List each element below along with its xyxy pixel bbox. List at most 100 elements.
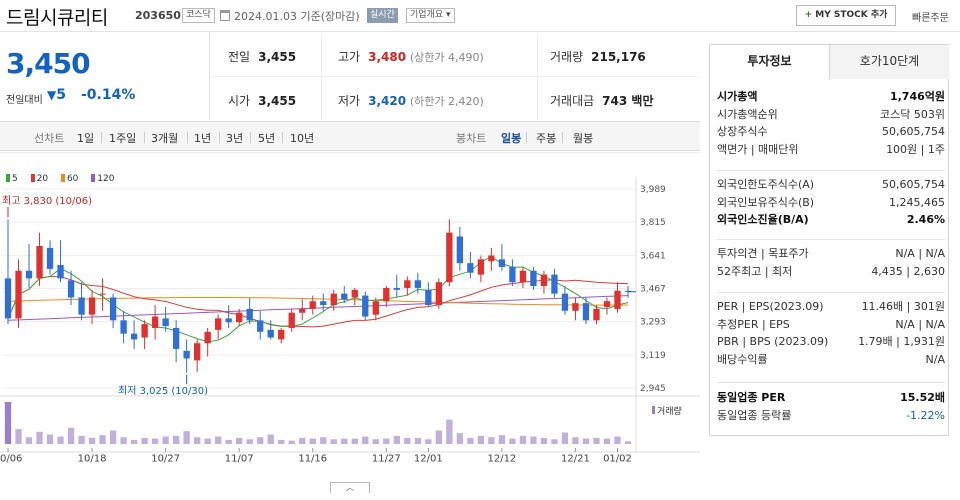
candle[interactable] xyxy=(351,289,358,298)
candle[interactable] xyxy=(393,287,400,290)
candle[interactable] xyxy=(99,293,106,295)
company-overview-dropdown[interactable]: 기업개요 ▾ xyxy=(406,8,455,23)
tab-invest-info[interactable]: 투자정보 xyxy=(710,45,830,79)
candle[interactable] xyxy=(362,295,369,317)
candle[interactable] xyxy=(36,245,43,279)
tab-line-chart[interactable]: 선차트 xyxy=(34,132,65,145)
volume-bar xyxy=(172,435,180,444)
candle[interactable] xyxy=(540,274,548,287)
candle[interactable] xyxy=(404,280,411,288)
candle[interactable] xyxy=(561,293,569,311)
candle[interactable] xyxy=(467,263,474,273)
candle[interactable] xyxy=(288,312,295,328)
candle[interactable] xyxy=(257,320,264,332)
candle[interactable] xyxy=(614,290,621,309)
invest-info-panel: 투자정보 호가10단계 시가총액 1,746억원 시가총액순위 코스닥 503위 상장주… xyxy=(709,44,949,436)
tab-monthly[interactable]: 월봉 xyxy=(573,132,594,145)
candle[interactable] xyxy=(267,329,274,338)
tab-period-5y[interactable]: 5년 xyxy=(258,132,276,145)
candle[interactable] xyxy=(130,333,138,340)
tab-period-3y[interactable]: 3년 xyxy=(226,132,244,145)
candle[interactable] xyxy=(67,280,75,298)
tab-period-1d[interactable]: 1일 xyxy=(77,132,95,145)
candle[interactable] xyxy=(341,293,348,300)
candle[interactable] xyxy=(236,312,243,323)
legend-label: 120 xyxy=(97,174,115,184)
candle[interactable] xyxy=(278,329,285,340)
candle[interactable] xyxy=(509,266,516,283)
candle[interactable] xyxy=(109,297,117,321)
add-mystock-button[interactable]: + MY STOCK 추가 xyxy=(796,5,896,26)
candle[interactable] xyxy=(57,265,64,279)
volume-value: 215,176 xyxy=(591,50,646,64)
candle[interactable] xyxy=(372,301,379,315)
candle[interactable] xyxy=(477,259,485,275)
candle[interactable] xyxy=(162,318,169,327)
candle[interactable] xyxy=(572,303,579,311)
candle[interactable] xyxy=(446,232,453,283)
candle[interactable] xyxy=(141,324,148,338)
candle[interactable] xyxy=(383,287,390,302)
panel-divider xyxy=(717,239,945,240)
candle[interactable] xyxy=(498,259,506,267)
min-annotation: 최저 3,025 (10/30) xyxy=(118,385,208,397)
tab-candle-chart[interactable]: 봉차트 xyxy=(456,132,487,145)
x-tick-label: 12/12 xyxy=(487,453,516,464)
candle[interactable] xyxy=(151,316,159,328)
candle[interactable] xyxy=(88,297,96,315)
volume-bar xyxy=(36,431,43,444)
candle[interactable] xyxy=(25,270,33,279)
tab-period-1w[interactable]: 1주일 xyxy=(109,132,137,145)
candle[interactable] xyxy=(488,255,495,262)
candle[interactable] xyxy=(78,297,85,315)
volume-bar xyxy=(78,435,85,444)
candle[interactable] xyxy=(593,308,600,321)
candle[interactable] xyxy=(456,236,464,264)
tab-weekly[interactable]: 주봉 xyxy=(536,132,557,145)
candle[interactable] xyxy=(519,270,527,283)
candle[interactable] xyxy=(120,320,127,334)
panel-divider xyxy=(717,382,945,383)
volume-bar xyxy=(309,438,316,444)
tab-period-10y[interactable]: 10년 xyxy=(290,132,315,145)
row-label: 시가총액순위 xyxy=(717,107,778,121)
row-label: 외국인한도주식수(A) xyxy=(717,178,815,191)
volume-bar xyxy=(225,439,232,444)
candle[interactable] xyxy=(330,293,337,306)
candle[interactable] xyxy=(225,318,232,323)
candle[interactable] xyxy=(603,301,611,307)
candle[interactable] xyxy=(15,270,22,319)
volume-bar xyxy=(288,440,295,444)
candle[interactable] xyxy=(435,282,442,306)
quick-order-button[interactable]: 빠른주문 xyxy=(912,13,949,24)
candle[interactable] xyxy=(172,327,180,349)
candle[interactable] xyxy=(4,278,12,319)
candle[interactable] xyxy=(582,303,590,321)
tab-period-1y[interactable]: 1년 xyxy=(194,132,212,145)
candle[interactable] xyxy=(215,318,222,330)
expand-chart-button[interactable]: ︿ xyxy=(330,482,370,493)
volume-bar xyxy=(383,438,390,444)
candle[interactable] xyxy=(204,331,211,344)
tab-period-3m[interactable]: 3개월 xyxy=(151,132,179,145)
volume-bar xyxy=(509,438,516,444)
tab-daily[interactable]: 일봉 xyxy=(501,132,522,145)
legend-ma20: 20 xyxy=(30,174,48,184)
candle[interactable] xyxy=(246,308,253,321)
tab-hoga[interactable]: 호가10단계 xyxy=(830,45,949,79)
realtime-button[interactable]: 실시간 xyxy=(367,8,398,23)
candle[interactable] xyxy=(530,270,537,287)
volume-bar xyxy=(57,436,64,444)
candle[interactable] xyxy=(299,308,306,313)
candle[interactable] xyxy=(183,350,190,359)
candle[interactable] xyxy=(425,289,432,306)
candle[interactable] xyxy=(414,280,421,288)
candle[interactable] xyxy=(46,247,54,269)
candle[interactable] xyxy=(194,343,201,361)
candle[interactable] xyxy=(551,274,558,294)
candle[interactable] xyxy=(320,301,327,306)
price-chart[interactable]: 3,989 3,815 3,641 3,467 3,293 3,119 2,945 최고 3,… xyxy=(0,152,700,482)
volume: 거래량 215,176 xyxy=(550,48,646,65)
compare-label: 전일대비 xyxy=(6,95,43,106)
candle[interactable] xyxy=(309,301,316,309)
